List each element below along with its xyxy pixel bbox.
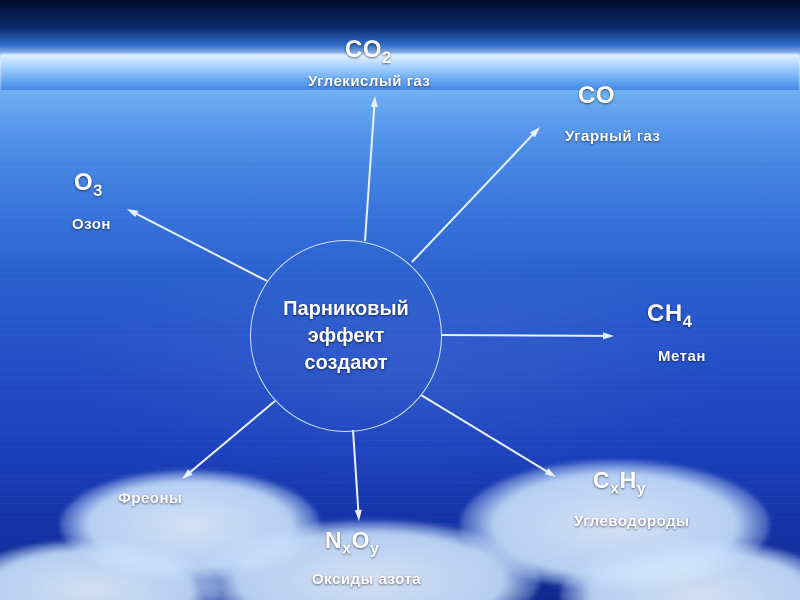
node-formula-cxhy: CxHy xyxy=(593,467,646,494)
node-label-nxoy: Оксиды азота xyxy=(312,571,421,588)
node-label-co: Угарный газ xyxy=(565,128,661,145)
node-formula-nxoy: NxOy xyxy=(325,527,379,554)
node-label-o3: Озон xyxy=(72,216,111,233)
overlay: Парниковый эффект создают CO2 Углекислый … xyxy=(0,0,800,600)
node-formula-ch4: CH4 xyxy=(647,300,693,328)
node-label-co2: Углекислый газ xyxy=(308,73,430,90)
node-formula-co2: CO2 xyxy=(345,36,392,64)
center-text: Парниковый эффект создают xyxy=(283,296,409,377)
node-label-cxhy: Углеводороды xyxy=(574,513,689,530)
center-circle: Парниковый эффект создают xyxy=(250,240,442,432)
node-formula-co: CO xyxy=(578,82,615,110)
node-formula-o3: O3 xyxy=(74,169,103,197)
node-label-ch4: Метан xyxy=(658,348,706,365)
stage: Парниковый эффект создают CO2 Углекислый … xyxy=(0,0,800,600)
node-label-freon: Фреоны xyxy=(118,490,182,507)
